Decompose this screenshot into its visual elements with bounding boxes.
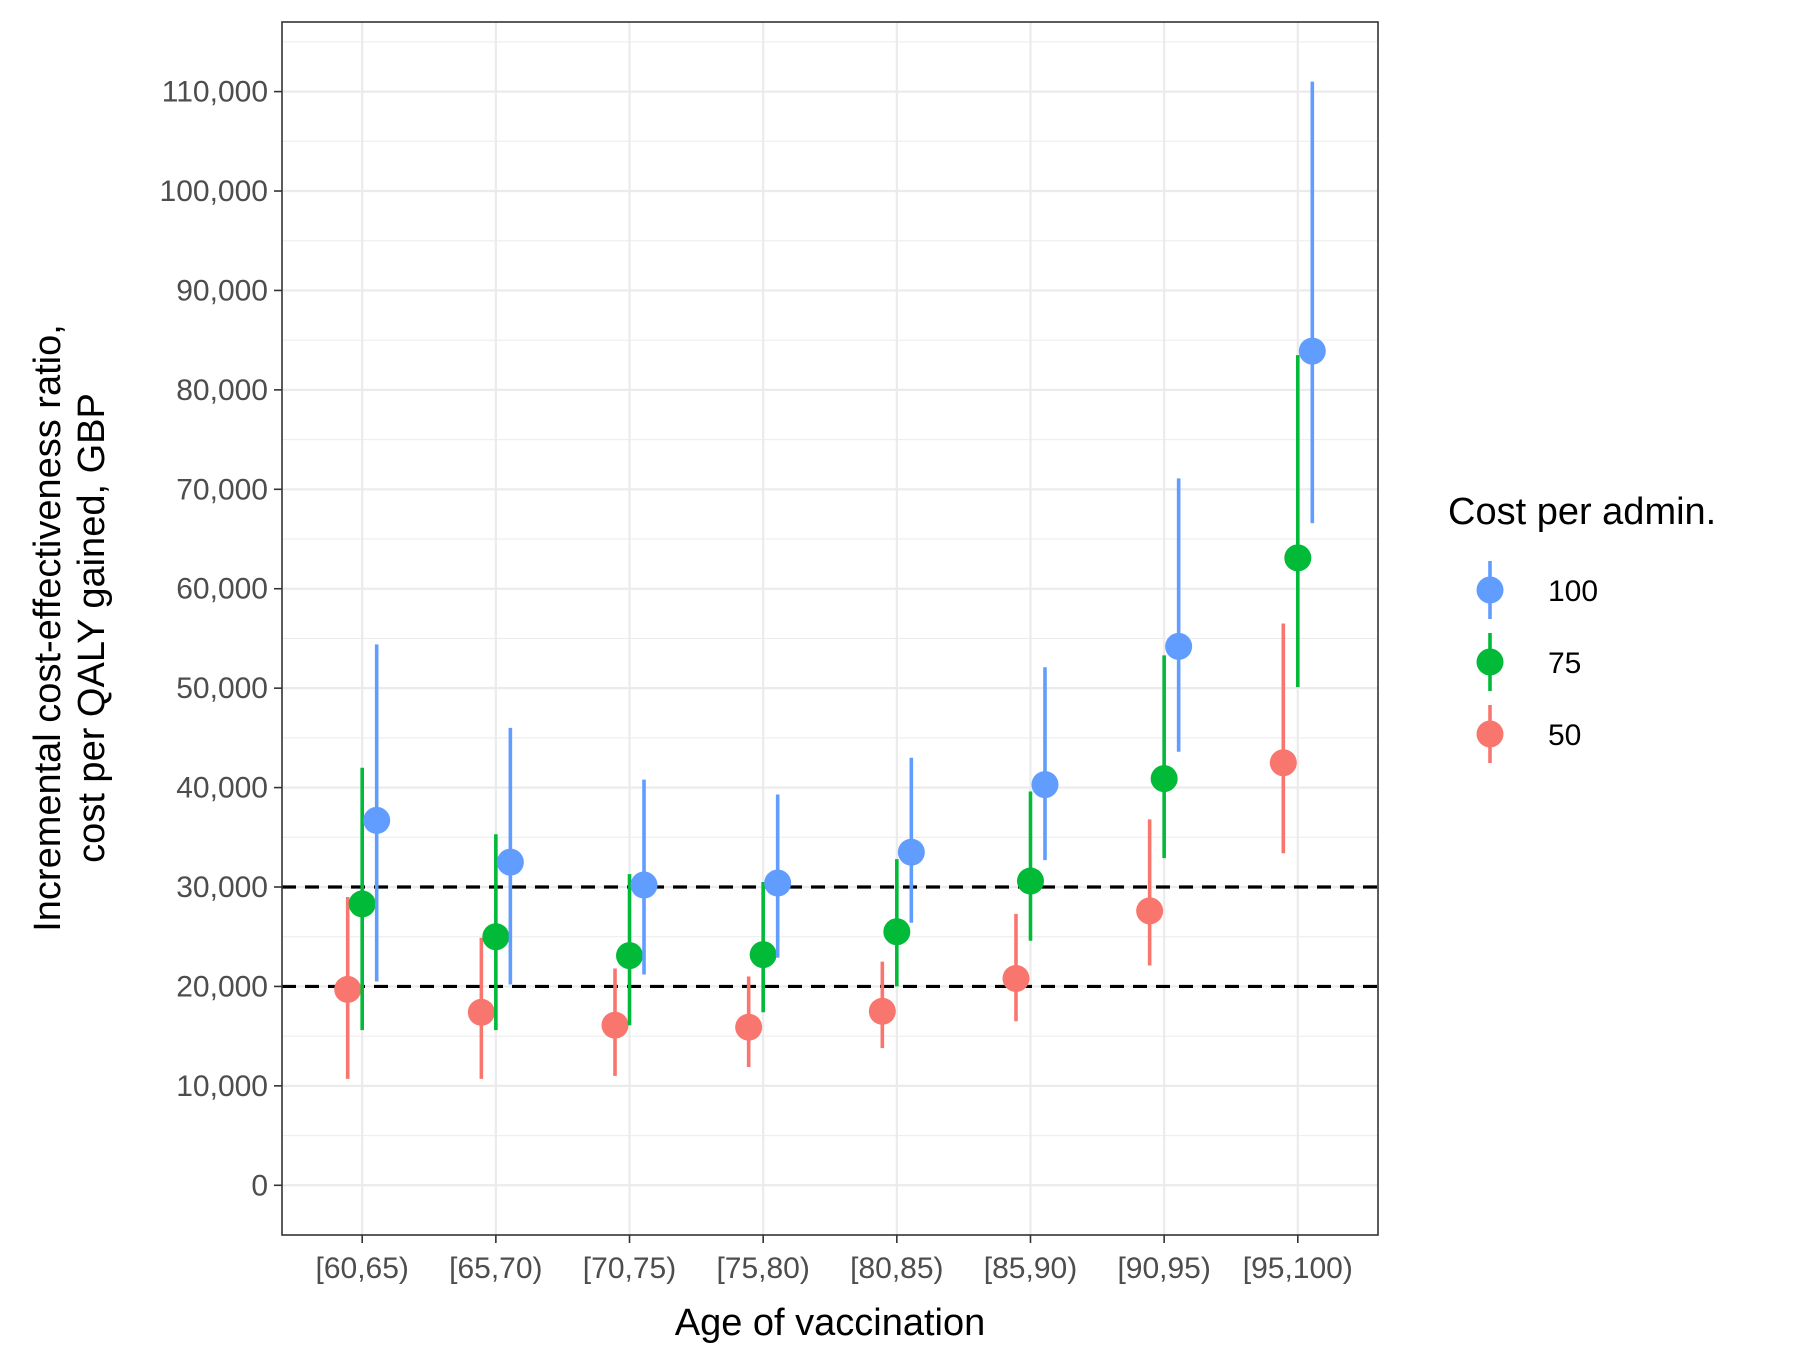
data-point — [883, 918, 911, 946]
data-point — [334, 975, 362, 1003]
data-point — [363, 806, 391, 834]
y-tick-label: 110,000 — [162, 76, 268, 109]
y-tick-label: 0 — [251, 1169, 268, 1202]
legend-label: 100 — [1548, 575, 1598, 608]
data-point — [601, 1011, 629, 1039]
data-point — [616, 942, 644, 970]
data-point — [348, 890, 376, 918]
data-point — [749, 941, 777, 969]
series-layer — [334, 81, 1326, 1079]
legend-entry-100: 100 — [1476, 561, 1598, 619]
y-tick-label: 80,000 — [176, 374, 268, 407]
data-point — [735, 1013, 763, 1041]
y-tick-label: 70,000 — [176, 473, 268, 506]
legend-entry-50: 50 — [1476, 705, 1581, 763]
data-point — [1150, 765, 1178, 793]
data-point — [868, 997, 896, 1025]
data-point — [1269, 749, 1297, 777]
y-tick-label: 40,000 — [176, 772, 268, 805]
legend: Cost per admin. 100 75 50 — [1448, 491, 1716, 763]
x-tick-label: [70,75) — [583, 1252, 676, 1285]
series-100 — [363, 81, 1326, 985]
x-tick-label: [60,65) — [315, 1252, 408, 1285]
data-point — [1284, 544, 1312, 572]
y-tick-label: 50,000 — [176, 672, 268, 705]
data-point — [1002, 964, 1030, 992]
minor-gridlines — [282, 41, 1378, 1137]
x-axis: [60,65) [65,70) [70,75) [75,80) [80,85) [85,9… — [315, 1235, 1353, 1285]
y-axis-title-line-1: Incremental cost-effectiveness ratio, — [27, 324, 69, 932]
x-tick-label: [80,85) — [850, 1252, 943, 1285]
data-point — [897, 838, 925, 866]
data-point — [1136, 897, 1164, 925]
data-point — [1031, 771, 1059, 799]
x-axis-title: Age of vaccination — [675, 1302, 986, 1344]
y-axis: 0 10,000 20,000 30,000 40,000 50,000 60,000 70,… — [160, 76, 282, 1202]
x-tick-label: [65,70) — [449, 1252, 542, 1285]
y-tick-label: 90,000 — [176, 274, 268, 307]
legend-key-point — [1476, 576, 1504, 604]
y-tick-label: 60,000 — [176, 573, 268, 606]
legend-title: Cost per admin. — [1448, 491, 1716, 533]
legend-key-point — [1476, 648, 1504, 676]
data-point — [764, 869, 792, 897]
data-point — [1165, 632, 1193, 660]
panel-border — [281, 21, 1379, 1236]
y-tick-label: 20,000 — [176, 970, 268, 1003]
y-axis-title-line-2: cost per QALY gained, GBP — [71, 393, 113, 863]
y-tick-label: 30,000 — [176, 871, 268, 904]
y-tick-label: 100,000 — [160, 175, 268, 208]
x-tick-label: [90,95) — [1117, 1252, 1210, 1285]
data-point — [1298, 337, 1326, 365]
series-50 — [334, 623, 1297, 1079]
legend-entry-75: 75 — [1476, 633, 1581, 691]
x-tick-label: [95,100) — [1243, 1252, 1353, 1285]
major-gridlines — [282, 22, 1378, 1235]
data-point — [482, 923, 510, 951]
y-tick-label: 10,000 — [176, 1070, 268, 1103]
legend-label: 75 — [1548, 647, 1581, 680]
x-tick-label: [75,80) — [716, 1252, 809, 1285]
legend-label: 50 — [1548, 719, 1581, 752]
y-axis-title: Incremental cost-effectiveness ratio, co… — [27, 324, 113, 932]
panel-background — [282, 22, 1378, 1235]
series-75 — [348, 355, 1312, 1031]
x-tick-label: [85,90) — [984, 1252, 1077, 1285]
data-point — [496, 848, 524, 876]
data-point — [467, 998, 495, 1026]
data-point — [630, 871, 658, 899]
legend-key-point — [1476, 720, 1504, 748]
data-point — [1016, 867, 1044, 895]
